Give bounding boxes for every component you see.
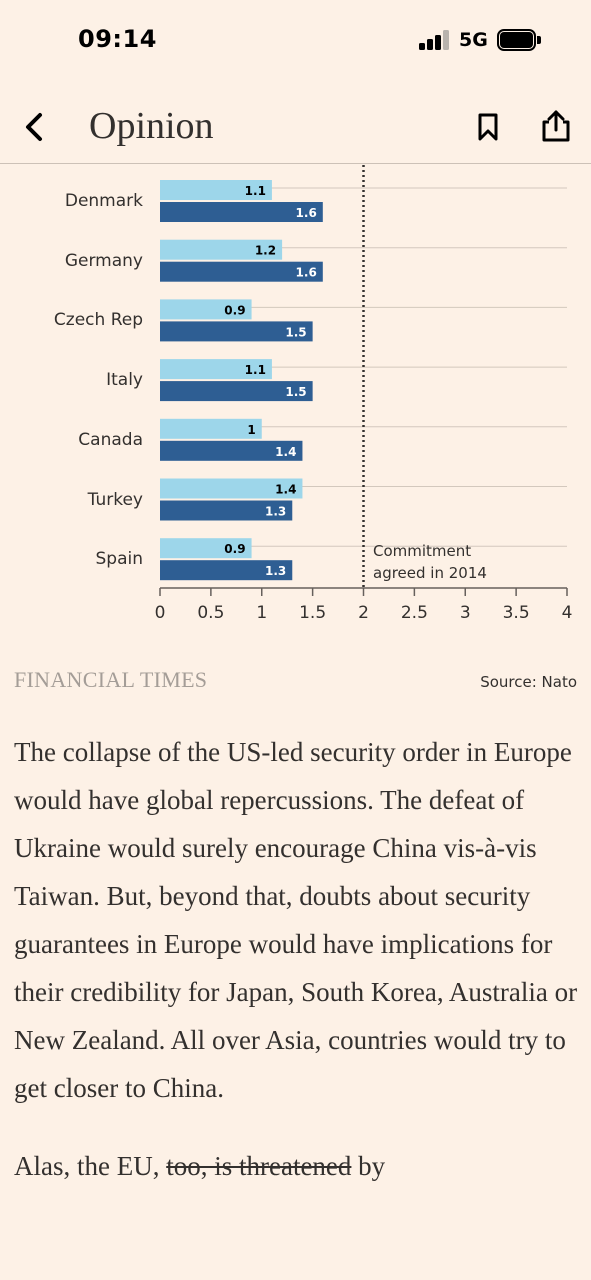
x-tick-label: 3 [459, 603, 471, 623]
category-label: Turkey [87, 489, 143, 510]
bar-value-label: 1.6 [296, 206, 317, 220]
article-paragraph: Alas, the EU, too, is threatened by [14, 1142, 579, 1190]
bar-dark [160, 440, 303, 461]
category-label: Denmark [64, 191, 143, 211]
struck-text: too, is threatened [166, 1151, 352, 1181]
paragraph-text: Alas, the EU, [14, 1151, 167, 1181]
annotation-line-1: Commitment [373, 542, 472, 560]
x-tick-label: 2.5 [400, 603, 428, 623]
bar-light [160, 418, 262, 439]
bar-dark [160, 202, 323, 222]
x-tick-label: 1.5 [299, 603, 327, 623]
ft-brand-label: FINANCIAL TIMES [14, 667, 208, 692]
bar-dark [160, 321, 313, 342]
category-label: Italy [106, 370, 143, 391]
bar-light [160, 538, 252, 559]
annotation-line-2: agreed in 2014 [373, 564, 487, 582]
category-label: Czech Rep [53, 310, 143, 331]
bar-value-label: 1.2 [255, 244, 276, 258]
bar-value-label: 1.5 [285, 385, 306, 399]
nav-header: Opinion [0, 86, 591, 164]
status-time: 09:14 [78, 25, 157, 53]
commitment-annotation: Commitment agreed in 2014 [373, 540, 513, 584]
x-tick-label: 4 [561, 603, 573, 623]
chart-source: Source: Nato [480, 673, 577, 691]
status-bar: 09:14 5G [0, 0, 591, 80]
bar-value-label: 1.3 [265, 505, 286, 519]
chevron-left-icon [26, 113, 42, 141]
bookmark-icon [478, 113, 498, 141]
defence-spending-chart: 1.1 1.6 1.2 1.6 0.9 1.5 1.1 1.5 1 1.4 1.4 1.3 0.9 1.3… [0, 165, 591, 635]
bar-value-label: 1.5 [285, 325, 306, 339]
bar-light [160, 478, 303, 499]
x-tick-label: 0 [154, 603, 166, 623]
bar-value-label: 1.1 [245, 363, 266, 377]
bar-value-label: 1.6 [296, 266, 317, 280]
chart-canvas: 1.1 1.6 1.2 1.6 0.9 1.5 1.1 1.5 1 1.4 1.4 1.3 0.9 1.3 [159, 165, 568, 596]
bar-dark [160, 500, 293, 521]
bar-value-label: 1 [247, 423, 255, 437]
bar-value-label: 0.9 [224, 542, 245, 556]
bar-dark [160, 381, 313, 402]
bar-light [160, 239, 283, 260]
x-tick-label: 1 [256, 603, 268, 623]
x-tick-label: 2 [358, 603, 369, 623]
share-button[interactable] [540, 109, 572, 143]
bookmark-button[interactable] [474, 112, 502, 142]
signal-icon [419, 30, 451, 50]
network-label: 5G [459, 29, 488, 51]
category-label: Germany [64, 250, 143, 271]
bar-light [160, 180, 272, 200]
share-icon [542, 110, 570, 142]
bar-value-label: 1.1 [245, 184, 266, 198]
article-body: The collapse of the US-led security orde… [14, 728, 579, 1220]
x-tick-label: 0.5 [197, 603, 225, 623]
bar-value-label: 0.9 [224, 303, 245, 317]
bar-value-label: 1.3 [265, 564, 286, 578]
category-label: Spain [95, 549, 144, 570]
page-title: Opinion [89, 105, 214, 147]
bar-light [160, 359, 272, 380]
x-tick-label: 3.5 [502, 603, 530, 623]
back-button[interactable] [20, 110, 50, 144]
bar-dark [160, 560, 293, 581]
article-paragraph: The collapse of the US-led security orde… [14, 737, 578, 1103]
bar-light [160, 299, 252, 320]
battery-icon [497, 29, 541, 51]
category-label: Canada [78, 429, 143, 450]
bar-value-label: 1.4 [275, 483, 296, 497]
paragraph-text: by [351, 1151, 386, 1181]
bar-dark [160, 261, 323, 282]
bar-value-label: 1.4 [275, 445, 296, 459]
